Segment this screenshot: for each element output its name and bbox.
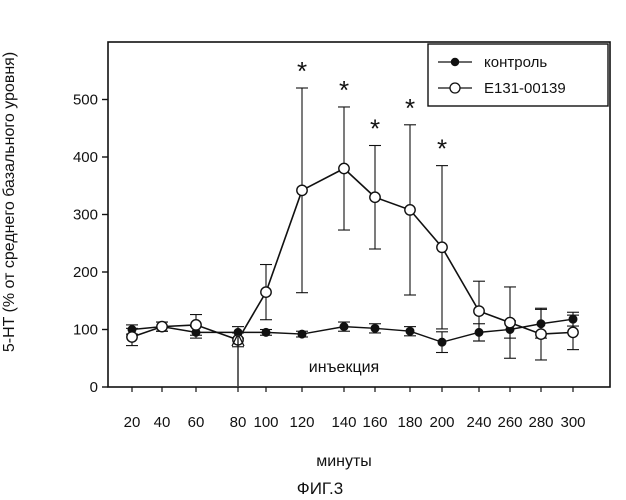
data-point — [371, 325, 379, 333]
data-point — [261, 287, 271, 297]
data-point — [370, 192, 380, 202]
y-tick-label: 0 — [90, 379, 98, 396]
x-tick-label: 240 — [466, 414, 491, 431]
data-point — [127, 332, 137, 342]
y-axis-title: 5-HT (% от среднего базального уровня) — [1, 52, 18, 352]
y-tick-label: 300 — [73, 207, 98, 224]
data-point — [536, 329, 546, 339]
data-point — [568, 327, 578, 337]
data-point — [340, 323, 348, 331]
x-tick-label: 280 — [528, 414, 553, 431]
injection-label: инъекция — [309, 359, 379, 376]
x-tick-label: 100 — [253, 414, 278, 431]
data-point — [505, 317, 515, 327]
legend-label: E131-00139 — [484, 80, 566, 97]
y-tick-label: 100 — [73, 322, 98, 339]
x-axis-title: минуты — [316, 453, 372, 470]
significance-star: * — [370, 114, 380, 144]
data-point — [262, 329, 270, 337]
data-point — [191, 320, 201, 330]
data-point — [474, 306, 484, 316]
data-point — [157, 321, 167, 331]
x-tick-label: 60 — [188, 414, 205, 431]
data-point — [406, 327, 414, 335]
data-point — [405, 205, 415, 215]
figure-caption: ФИГ.3 — [297, 479, 343, 498]
legend: контроль E131-00139 — [428, 44, 608, 106]
y-tick-label: 500 — [73, 92, 98, 109]
x-tick-label: 80 — [230, 414, 247, 431]
legend-label: контроль — [484, 54, 547, 71]
x-tick-label: 40 — [154, 414, 171, 431]
x-tick-label: 20 — [124, 414, 141, 431]
data-point — [437, 242, 447, 252]
data-point — [298, 330, 306, 338]
significance-star: * — [405, 93, 415, 123]
x-tick-label: 300 — [560, 414, 585, 431]
legend-marker — [450, 83, 460, 93]
x-tick-label: 160 — [362, 414, 387, 431]
x-tick-label: 120 — [289, 414, 314, 431]
y-tick-label: 200 — [73, 264, 98, 281]
x-tick-label: 140 — [331, 414, 356, 431]
x-tick-label: 260 — [497, 414, 522, 431]
data-point — [438, 338, 446, 346]
significance-star: * — [297, 56, 307, 86]
x-tick-label: 200 — [429, 414, 454, 431]
significance-star: * — [437, 134, 447, 164]
data-point — [339, 163, 349, 173]
series-control — [126, 309, 579, 352]
y-tick-label: 400 — [73, 149, 98, 166]
legend-marker — [451, 58, 458, 65]
x-tick-label: 180 — [397, 414, 422, 431]
series-e131 — [126, 88, 579, 360]
significance-star: * — [339, 75, 349, 105]
data-point — [297, 185, 307, 195]
